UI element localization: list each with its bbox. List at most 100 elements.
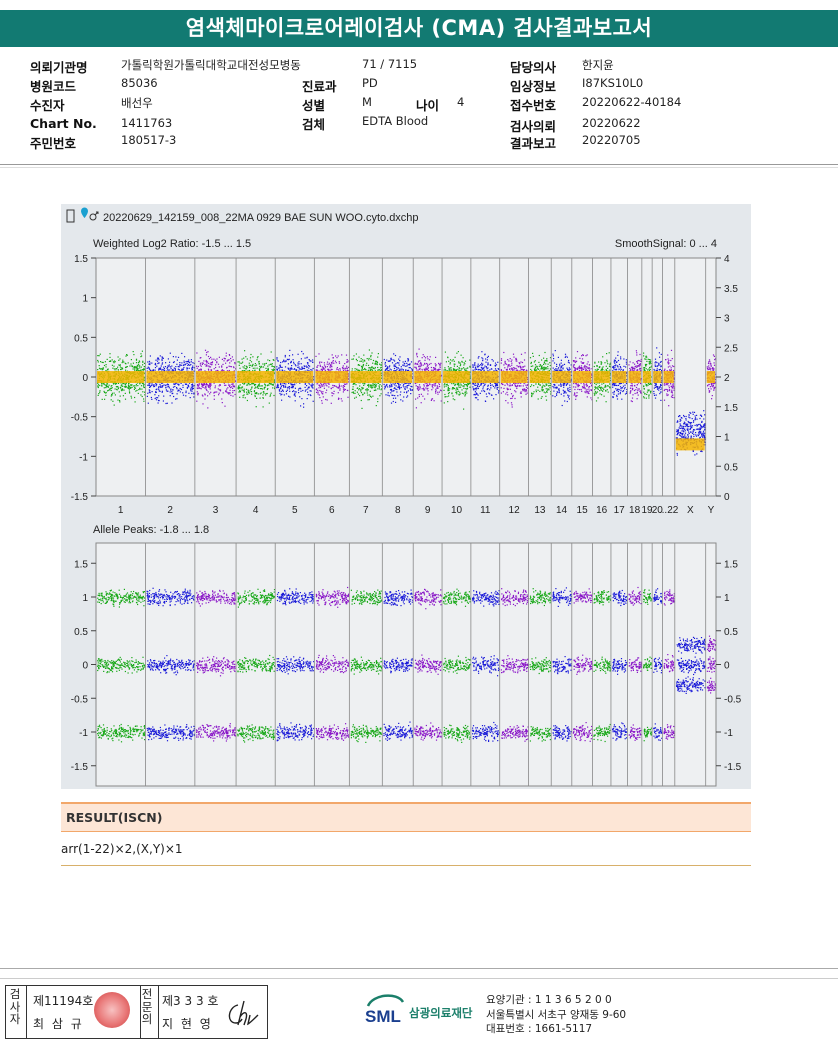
log2-ratio-point: [204, 398, 206, 400]
log2-ratio-point: [112, 400, 114, 402]
log2-ratio-point: [396, 388, 398, 391]
field-value-resident-no: 180517-3: [121, 133, 177, 147]
log2-ratio-point: [168, 387, 170, 389]
log2-ratio-point: [239, 396, 241, 398]
log2-ratio-point: [380, 388, 383, 390]
log2-ratio-point: [533, 391, 535, 393]
log2-ratio-point: [233, 385, 235, 387]
log2-ratio-point: [225, 355, 227, 357]
log2-ratio-point: [281, 369, 283, 371]
log2-ratio-point: [105, 364, 107, 366]
log2-ratio-point: [386, 383, 388, 386]
log2-ratio-point: [265, 362, 267, 364]
log2-ratio-point: [343, 388, 345, 390]
log2-ratio-point: [177, 383, 179, 385]
log2-ratio-point: [386, 366, 389, 368]
log2-ratio-point: [530, 385, 532, 388]
log2-ratio-point: [469, 371, 471, 373]
log2-ratio-point: [174, 368, 176, 370]
log2-ratio-point: [464, 394, 467, 396]
log2-ratio-point: [397, 362, 399, 364]
log2-ratio-point: [246, 383, 248, 385]
log2-ratio-point: [463, 408, 465, 410]
log2-ratio-point: [202, 383, 204, 385]
log2-ratio-point: [257, 384, 259, 386]
log2-ratio-point: [317, 364, 319, 367]
log2-ratio-point: [351, 370, 353, 372]
log2-ratio-point: [489, 364, 491, 366]
log2-ratio-point: [336, 368, 338, 370]
log2-ratio-point: [232, 390, 234, 392]
log2-ratio-point: [157, 357, 159, 359]
log2-ratio-point: [368, 367, 370, 369]
log2-ratio-point: [513, 367, 515, 369]
log2-ratio-point: [379, 363, 381, 365]
log2-ratio-point: [273, 359, 275, 361]
log2-ratio-point: [128, 382, 130, 384]
log2-ratio-point: [311, 385, 313, 387]
log2-ratio-point: [211, 363, 213, 366]
log2-ratio-point: [486, 388, 489, 390]
log2-ratio-point: [244, 350, 246, 352]
log2-ratio-point: [487, 355, 489, 357]
log2-ratio-point: [455, 369, 457, 371]
log2-ratio-point: [591, 368, 593, 370]
log2-ratio-point: [511, 406, 513, 408]
log2-ratio-point: [273, 381, 275, 383]
log2-ratio-point: [171, 402, 173, 404]
log2-ratio-point: [585, 390, 587, 392]
log2-ratio-point: [250, 391, 253, 393]
log2-ratio-point: [481, 364, 483, 366]
log2-ratio-point: [387, 367, 389, 369]
log2-ratio-point: [393, 370, 395, 372]
log2-ratio-point: [375, 389, 377, 391]
log2-ratio-point: [398, 364, 400, 366]
log2-ratio-point: [451, 392, 453, 394]
log2-ratio-point: [108, 389, 110, 391]
log2-ratio-point: [425, 368, 427, 370]
log2-ratio-point: [373, 384, 375, 386]
log2-ratio-point: [312, 361, 314, 363]
log2-ratio-point: [322, 366, 324, 368]
log2-ratio-point: [481, 382, 483, 384]
log2-ratio-point: [143, 362, 146, 364]
log2-ratio-point: [228, 384, 230, 386]
log2-ratio-point: [122, 359, 124, 361]
log2-ratio-point: [331, 392, 333, 394]
log2-ratio-point: [262, 391, 264, 393]
log2-ratio-point: [114, 361, 116, 363]
log2-ratio-point: [568, 398, 570, 400]
log2-ratio-point: [337, 387, 339, 389]
log2-ratio-point: [326, 385, 328, 387]
log2-ratio-point: [110, 399, 112, 401]
log2-ratio-point: [254, 365, 256, 367]
log2-ratio-point: [244, 368, 247, 370]
log2-ratio-point: [290, 367, 292, 369]
log2-ratio-point: [192, 366, 194, 369]
log2-ratio-point: [489, 369, 491, 371]
log2-ratio-point: [200, 365, 202, 367]
log2-ratio-point: [172, 356, 174, 358]
log2-ratio-point: [555, 368, 557, 370]
log2-ratio-point: [316, 366, 318, 368]
log2-ratio-point: [469, 375, 471, 377]
log2-ratio-point: [203, 382, 205, 384]
log2-ratio-point: [480, 370, 482, 372]
log2-ratio-point: [343, 385, 346, 387]
cma-plot-panel: 20220629_142159_008_22MA 0929 BAE SUN WO…: [61, 204, 751, 789]
log2-ratio-point: [504, 361, 506, 363]
log2-ratio-point: [165, 362, 167, 364]
log2-ratio-point: [142, 391, 144, 393]
log2-ratio-point: [139, 387, 141, 389]
log2-ratio-point: [178, 366, 180, 368]
log2-ratio-point: [531, 393, 533, 395]
log2-ratio-point: [405, 382, 407, 384]
log2-ratio-point: [384, 361, 386, 364]
log2-ratio-point: [507, 402, 509, 404]
log2-ratio-point: [142, 361, 144, 363]
log2-ratio-point: [362, 393, 364, 395]
log2-ratio-point: [472, 383, 474, 385]
log2-ratio-point: [515, 391, 517, 393]
log2-ratio-point: [451, 360, 453, 362]
log2-ratio-point: [376, 364, 378, 366]
